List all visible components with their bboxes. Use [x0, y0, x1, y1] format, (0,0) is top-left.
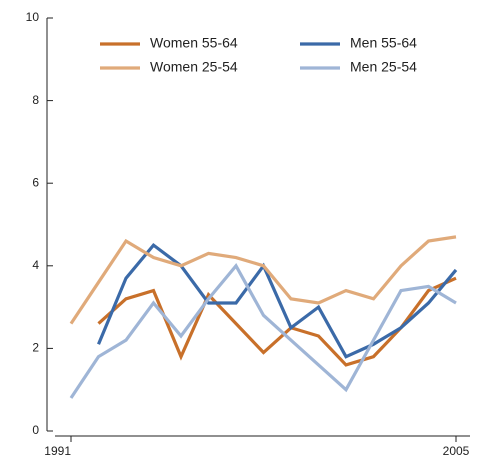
y-tick-label: 6 — [32, 175, 39, 189]
y-tick-label: 0 — [32, 423, 39, 437]
series-line — [69, 235, 457, 325]
legend-label: Men 25-54 — [350, 59, 417, 75]
y-tick-label: 4 — [32, 258, 39, 272]
legend-label: Women 55-64 — [150, 35, 238, 51]
y-tick-label: 10 — [26, 10, 40, 24]
x-tick-label: 2005 — [443, 444, 470, 458]
y-tick-label: 2 — [32, 341, 39, 355]
series-line — [69, 262, 457, 399]
series-line — [97, 242, 458, 359]
x-tick-label: 1991 — [44, 444, 71, 458]
legend-label: Men 55-64 — [350, 35, 417, 51]
series-line — [97, 276, 457, 367]
legend-label: Women 25-54 — [150, 59, 238, 75]
y-tick-label: 8 — [32, 93, 39, 107]
